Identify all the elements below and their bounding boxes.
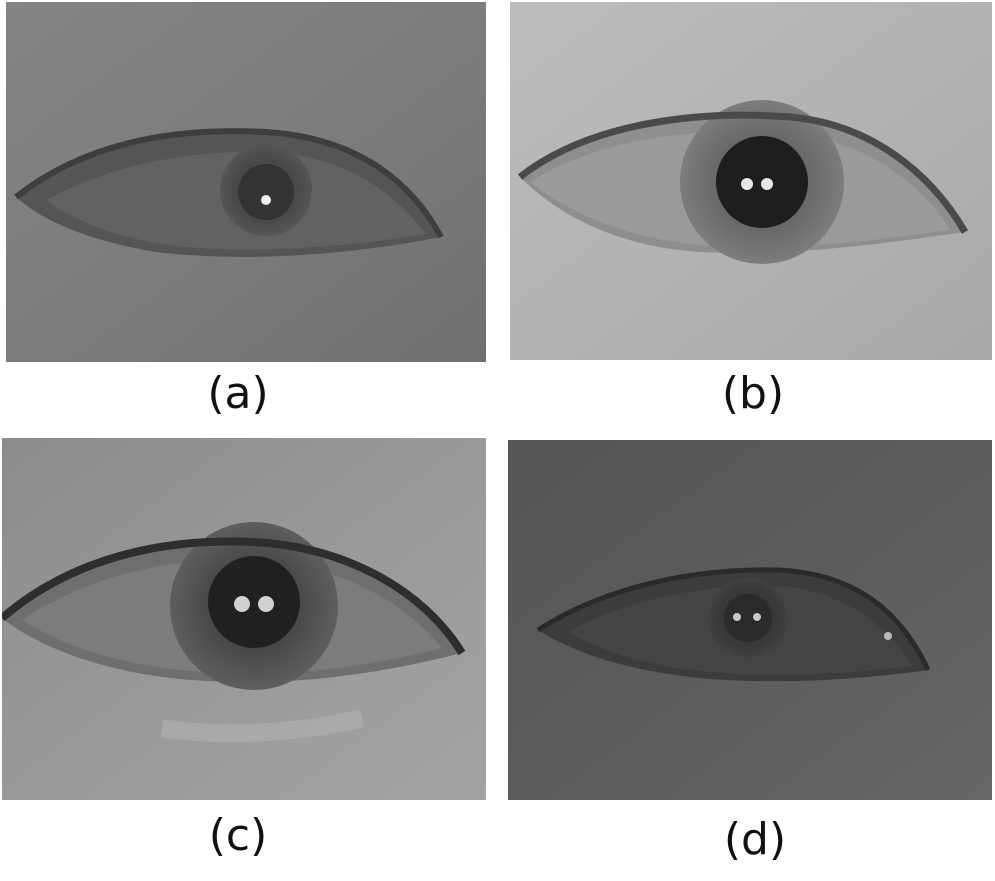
caption-d: (d) [723,814,787,865]
caption-c: (c) [208,810,268,861]
reflection-d [884,632,892,640]
eye-photo-c [2,438,486,800]
eye-image-a [6,2,486,362]
eye-image-b [510,2,992,360]
eye-photo-b [510,2,992,360]
eye-image-d [508,440,992,800]
eye-image-c [2,438,486,800]
glint-a-1 [261,195,271,205]
glint-b-2 [761,178,773,190]
caption-b: (b) [721,368,785,419]
eye-photo-d [508,440,992,800]
caption-a: (a) [207,368,269,419]
glint-c-2 [258,596,274,612]
eye-photo-a [6,2,486,362]
glint-c-1 [234,596,250,612]
glint-d-1 [733,613,741,621]
glint-b-1 [741,178,753,190]
glint-d-2 [753,613,761,621]
